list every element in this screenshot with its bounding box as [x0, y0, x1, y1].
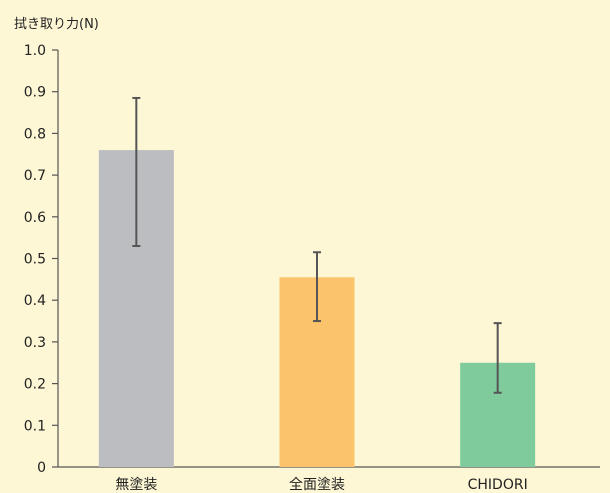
x-tick-label: CHIDORI	[468, 477, 528, 493]
y-tick-label: 0.5	[24, 252, 46, 268]
error-bars	[132, 96, 502, 394]
y-tick-label: 0.2	[24, 377, 46, 393]
x-tick-label: 無塗装	[115, 476, 157, 493]
y-tick-label: 0.4	[24, 293, 46, 309]
y-tick-label: 0	[37, 460, 46, 476]
y-tick-label: 1.0	[24, 43, 46, 59]
x-tick-labels: 無塗装 全面塗装 CHIDORI	[115, 476, 527, 493]
y-tick-label: 0.7	[24, 168, 46, 184]
y-tick-label: 0.1	[24, 418, 46, 434]
x-tick-label: 全面塗装	[289, 476, 345, 493]
y-tick-label: 0.6	[24, 210, 46, 226]
y-ticks: 0 0.1 0.2 0.3 0.4 0.5 0.6 0.7 0.8 0.9 1.0	[24, 43, 58, 476]
y-tick-label: 0.3	[24, 335, 46, 351]
y-tick-label: 0.8	[24, 126, 46, 142]
y-axis-label: 拭き取り力(N)	[14, 17, 99, 32]
y-tick-label: 0.9	[24, 85, 46, 101]
